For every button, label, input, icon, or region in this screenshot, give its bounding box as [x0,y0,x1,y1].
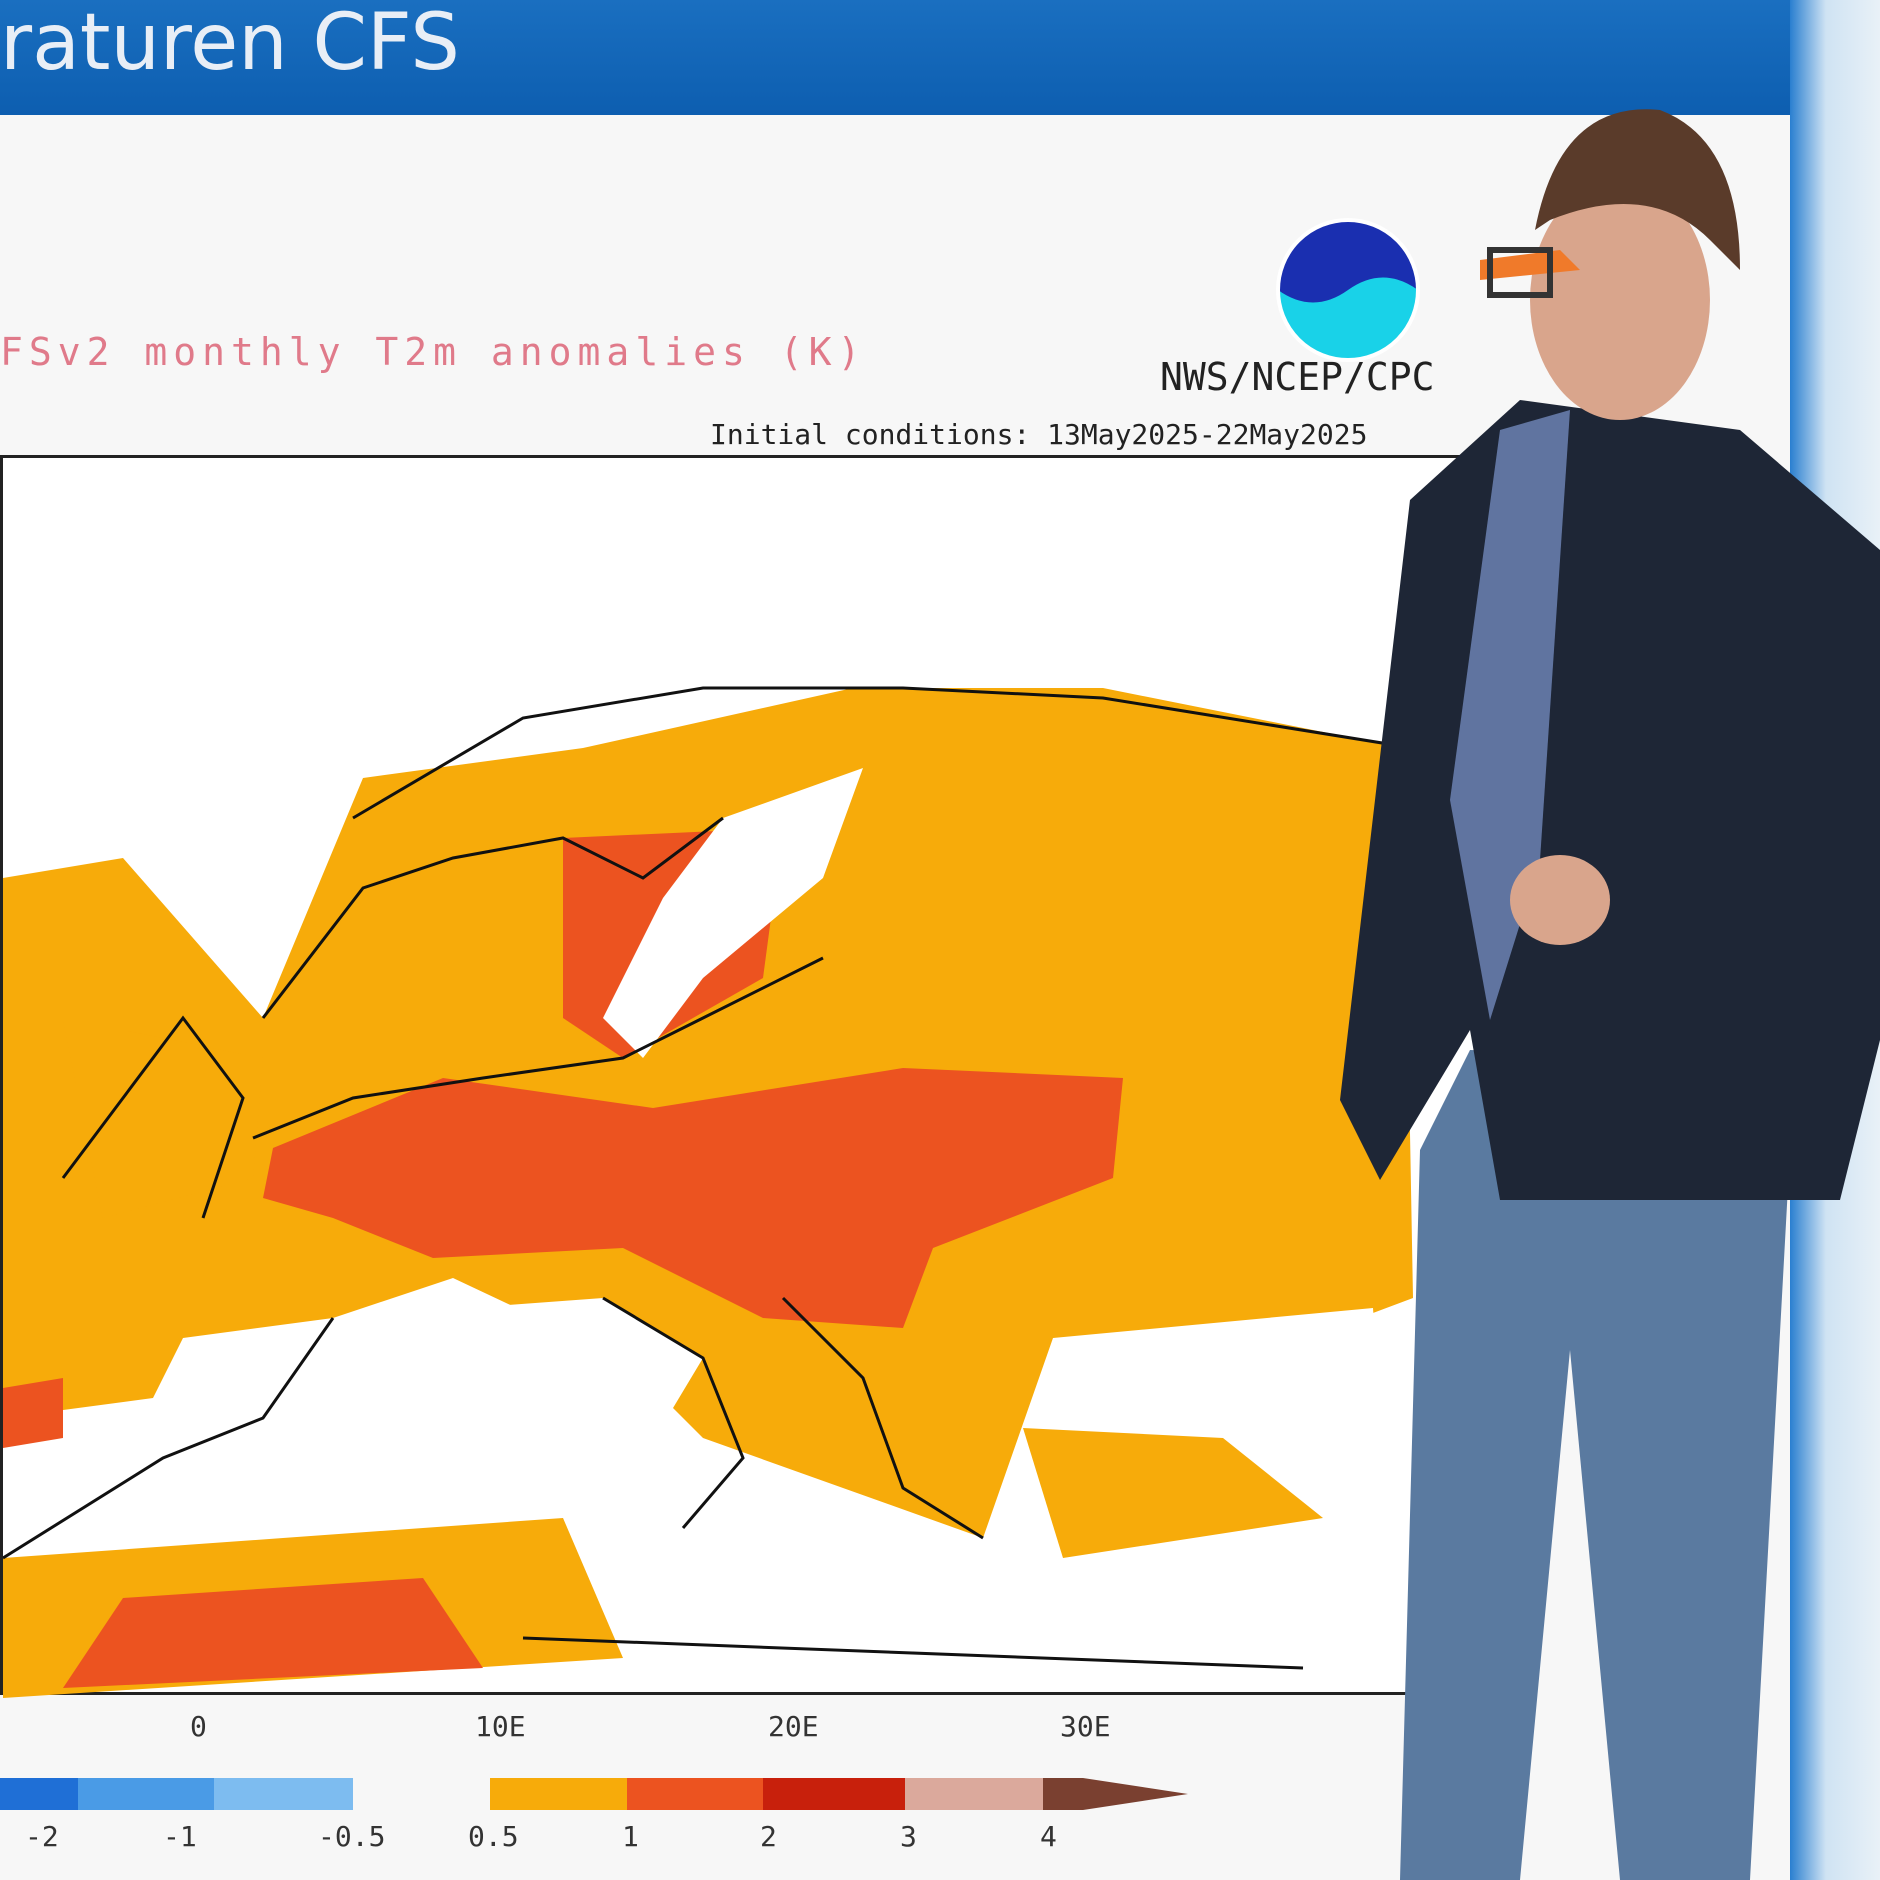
colorbar-segment [214,1778,353,1810]
chart-subtitle: FSv2 monthly T2m anomalies (K) [0,330,867,374]
map-shading [2,686,1414,1698]
colorbar-segment [627,1778,763,1810]
noaa-logo [1276,218,1420,362]
lon-tick: 30E [1060,1710,1111,1743]
lon-tick: 20E [768,1710,819,1743]
broadcast-title: raturen CFS [0,0,460,88]
colorbar-label: 0.5 [468,1820,519,1853]
initial-conditions: Initial conditions: 13May2025-22May2025 [710,418,1368,451]
colorbar-arrow [1043,1778,1188,1810]
colorbar-label: 4 [1040,1820,1057,1853]
lon-tick: 10E [475,1710,526,1743]
coastlines [2,686,1414,1670]
colorbar-label: 2 [760,1820,777,1853]
colorbar-label: -2 [25,1820,59,1853]
colorbar-label: 1 [622,1820,639,1853]
colorbar-label: -0.5 [318,1820,386,1853]
colorbar-segment [0,1778,78,1810]
header-bar: raturen CFS [0,0,1790,115]
colorbar-segment [905,1778,1043,1810]
sea-areas [253,768,1383,1468]
colorbar-segment [763,1778,905,1810]
colorbar-label: 3 [900,1820,917,1853]
colorbar-label: -1 [163,1820,197,1853]
colorbar-segment [490,1778,627,1810]
presenter [1340,109,1880,1880]
colorbar-segment [78,1778,214,1810]
anomaly-map [0,455,1532,1698]
agency-label: NWS/NCEP/CPC [1160,355,1435,399]
lon-tick: 0 [190,1710,207,1743]
